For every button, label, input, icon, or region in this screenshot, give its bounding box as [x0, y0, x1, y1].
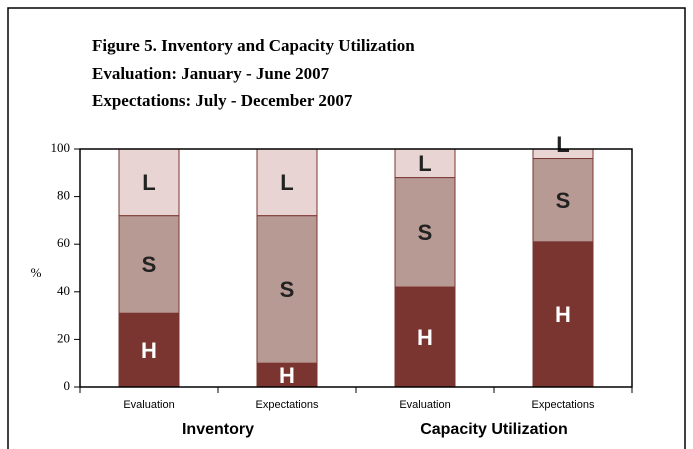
x-tick-label: Expectations: [532, 399, 595, 411]
chart-title: Figure 5. Inventory and Capacity Utiliza…: [92, 36, 415, 55]
segment-label: L: [142, 170, 155, 195]
segment-label: L: [280, 170, 293, 195]
x-tick-label: Expectations: [256, 399, 319, 411]
frame: [7, 7, 686, 449]
bar-segment: [394, 286, 456, 388]
bar-segment: [394, 148, 456, 179]
y-axis-label: %: [31, 265, 42, 280]
chart-subtitle: Evaluation: January - June 2007: [92, 64, 330, 83]
x-tick-label: Evaluation: [399, 399, 450, 411]
y-tick-label: 20: [57, 330, 70, 345]
y-tick-label: 60: [57, 235, 70, 250]
segment-label: S: [418, 220, 433, 245]
group-label: Capacity Utilization: [420, 421, 568, 438]
x-tick-label: Evaluation: [123, 399, 174, 411]
bar-segment: [394, 177, 456, 288]
y-tick-label: 40: [57, 283, 70, 298]
segment-label: H: [417, 325, 433, 350]
y-tick-label: 0: [64, 378, 71, 393]
segment-label: H: [279, 363, 295, 388]
segment-label: S: [142, 252, 157, 277]
bar-segment: [256, 215, 318, 364]
bar-segment: [532, 158, 594, 243]
segment-label: L: [556, 132, 569, 157]
y-tick-label: 80: [57, 188, 70, 203]
bar-segment: [118, 215, 180, 314]
y-tick-label: 100: [51, 140, 71, 155]
chart-subtitle: Expectations: July - December 2007: [92, 91, 353, 110]
group-label: Inventory: [182, 421, 254, 438]
segment-label: L: [418, 151, 431, 176]
segment-label: H: [555, 302, 571, 327]
segment-label: H: [141, 338, 157, 363]
bar-segment: [256, 148, 318, 217]
bar-segment: [532, 241, 594, 388]
bar-segment: [118, 148, 180, 217]
segment-label: S: [556, 188, 571, 213]
segment-label: S: [280, 277, 295, 302]
